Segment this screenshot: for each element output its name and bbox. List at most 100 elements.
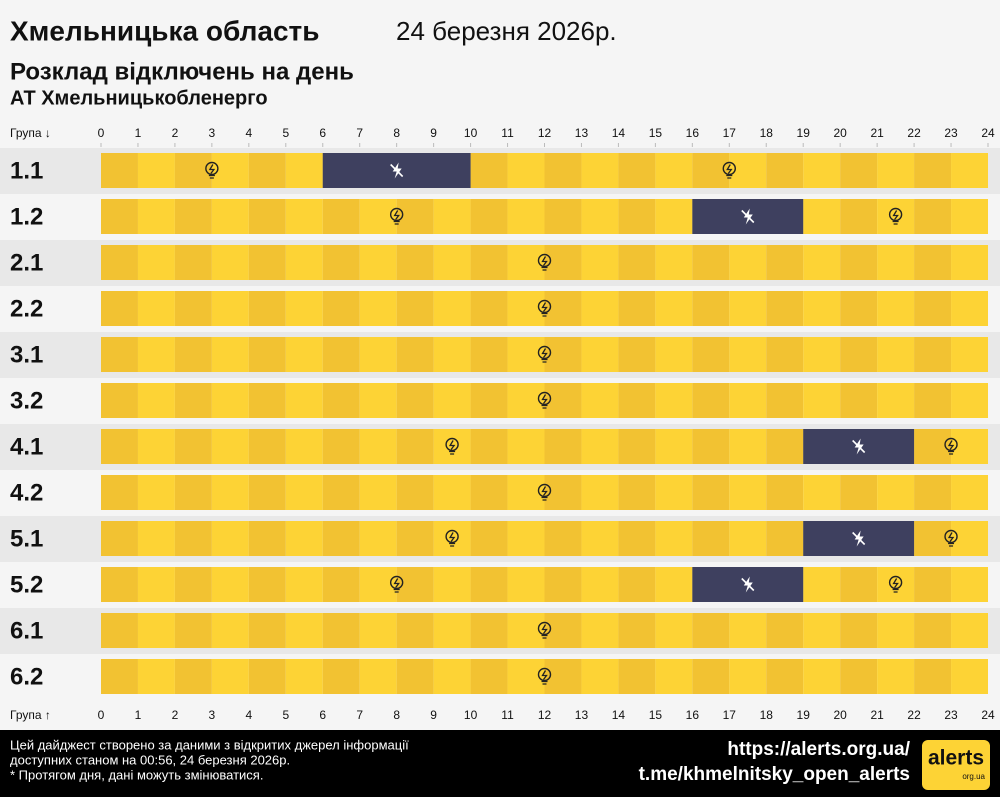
hour-cell — [951, 245, 988, 280]
x-tick-label: 24 — [981, 708, 995, 722]
hour-cell — [729, 521, 767, 556]
hour-cell — [101, 613, 138, 648]
hour-cell — [137, 383, 175, 418]
hour-cell — [877, 475, 915, 510]
hour-cell — [248, 475, 286, 510]
hour-cell — [470, 383, 508, 418]
hour-cell — [322, 429, 360, 464]
x-tick-label: 23 — [944, 126, 958, 140]
hour-cell — [766, 291, 804, 326]
hour-cell — [470, 475, 508, 510]
x-tick-label: 4 — [245, 126, 252, 140]
hour-cell — [951, 337, 988, 372]
hour-cell — [803, 245, 841, 280]
x-tick-label: 12 — [538, 708, 552, 722]
hour-cell — [803, 659, 841, 694]
x-tick-label: 17 — [723, 126, 737, 140]
hour-cell — [803, 291, 841, 326]
hour-cell — [877, 567, 915, 602]
hour-cell — [211, 383, 249, 418]
hour-cell — [951, 567, 988, 602]
icon-power-on — [537, 391, 552, 409]
hour-cell — [396, 337, 434, 372]
hour-cell — [655, 383, 693, 418]
hour-cell — [729, 613, 767, 648]
hour-cell — [655, 659, 693, 694]
hour-cell — [729, 337, 767, 372]
icon-power-off — [741, 576, 755, 593]
hour-cell — [729, 291, 767, 326]
hour-cell — [951, 475, 988, 510]
icon-part — [541, 486, 548, 501]
hour-cell — [396, 429, 434, 464]
x-tick-label: 18 — [760, 708, 774, 722]
hour-cell — [914, 291, 952, 326]
hour-cell — [470, 291, 508, 326]
hour-cell — [101, 659, 138, 694]
hour-cell — [211, 475, 249, 510]
icon-part — [888, 575, 903, 590]
hour-cell — [285, 429, 323, 464]
hour-cell — [174, 475, 212, 510]
hour-cell — [137, 245, 175, 280]
icon-power-on — [537, 621, 552, 639]
hour-cell — [211, 245, 249, 280]
hour-cell — [655, 153, 693, 188]
hour-cell — [101, 245, 138, 280]
footer-link[interactable]: t.me/khmelnitsky_open_alerts — [639, 764, 910, 785]
hour-cell — [692, 337, 730, 372]
hour-cell — [840, 337, 878, 372]
hour-cell — [359, 429, 397, 464]
hour-cell — [322, 245, 360, 280]
hour-cell — [322, 659, 360, 694]
hour-cell — [766, 153, 804, 188]
x-tick-label: 13 — [575, 708, 589, 722]
hour-cell — [359, 659, 397, 694]
hour-cell — [581, 659, 619, 694]
hour-cell — [618, 429, 656, 464]
x-tick-label: 22 — [907, 708, 921, 722]
hour-cell — [581, 475, 619, 510]
hour-cell — [914, 567, 952, 602]
row-label: 6.2 — [10, 663, 43, 690]
hour-cell — [951, 383, 988, 418]
hour-cell — [470, 429, 508, 464]
hour-cell — [803, 383, 841, 418]
icon-part — [947, 440, 955, 455]
x-tick-label: 16 — [686, 708, 700, 722]
company: АТ Хмельницькобленерго — [10, 87, 268, 109]
hour-cell — [248, 613, 286, 648]
x-tick-label: 1 — [135, 708, 142, 722]
hour-cell — [433, 475, 471, 510]
x-tick-label: 19 — [797, 126, 811, 140]
hour-cell — [396, 291, 434, 326]
icon-part — [393, 578, 400, 593]
hour-cell — [137, 429, 175, 464]
hour-cell — [101, 337, 138, 372]
hour-cell — [581, 567, 619, 602]
hour-cell — [470, 613, 508, 648]
icon-part — [445, 529, 459, 544]
hour-cell — [581, 199, 619, 234]
hour-cell — [655, 613, 693, 648]
hour-cell — [433, 199, 471, 234]
icon-part — [541, 670, 548, 685]
icon-part — [741, 209, 755, 224]
hour-cell — [766, 613, 804, 648]
footer-link[interactable]: https://alerts.org.ua/ — [727, 739, 910, 760]
row-label: 5.2 — [10, 571, 43, 598]
icon-part — [537, 483, 552, 498]
x-tick-label: 0 — [98, 708, 105, 722]
hour-cell — [840, 245, 878, 280]
hour-cell — [322, 199, 360, 234]
icon-power-on — [537, 483, 552, 501]
x-tick-label: 11 — [501, 126, 514, 140]
hour-cell — [914, 475, 952, 510]
hour-cell — [951, 291, 988, 326]
hour-cell — [396, 659, 434, 694]
hour-cell — [692, 291, 730, 326]
footer-note: доступних станом на 00:56, 24 березня 20… — [10, 752, 290, 767]
hour-cell — [101, 291, 138, 326]
footer-note: * Протягом дня, дані можуть змінюватися. — [10, 767, 263, 782]
